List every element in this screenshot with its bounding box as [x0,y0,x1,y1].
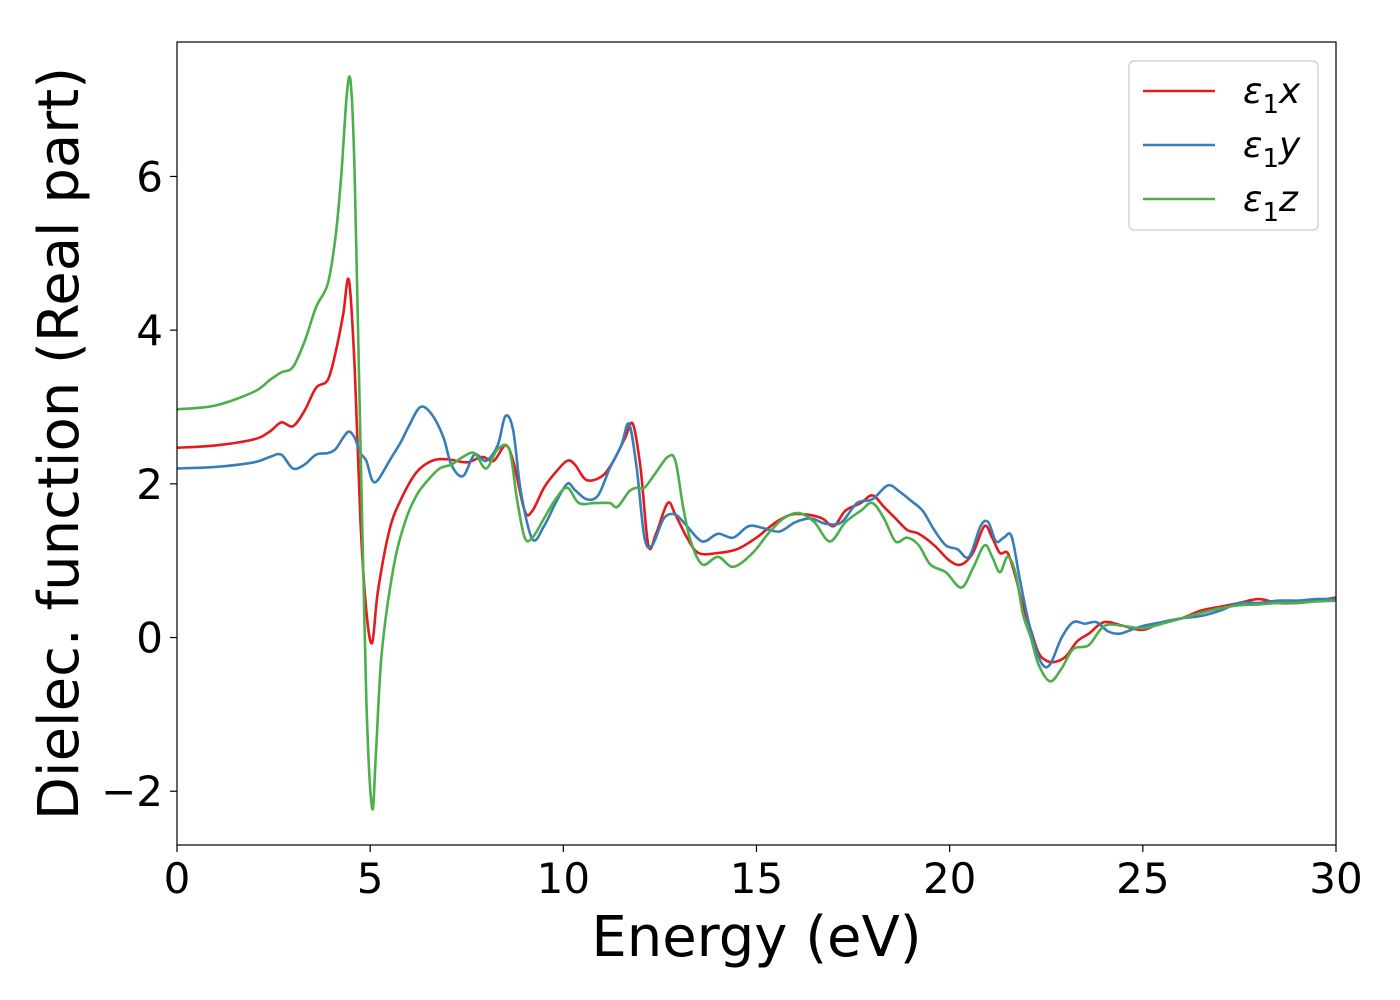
x-tick-label: 15 [730,854,783,903]
series-line-z [177,75,1336,811]
legend: ε1x ε1y ε1z [1128,60,1319,231]
x-tick-label: 10 [537,854,590,903]
x-tick-label: 30 [1309,854,1362,903]
x-tick-label: 20 [923,854,976,903]
y-tick-label: 2 [136,460,163,509]
y-tick-label: −2 [101,767,163,816]
x-tick-label: 5 [357,854,384,903]
x-axis-title: Energy (eV) [591,905,921,970]
y-tick-label: 6 [136,152,163,201]
legend-label-z: ε1z [1243,179,1299,228]
legend-box [1128,60,1319,231]
x-tick-label: 25 [1116,854,1169,903]
legend-label-x: ε1x [1243,71,1301,120]
x-tick-label: 0 [164,854,191,903]
y-axis-title: Dielec. function (Real part) [27,67,92,820]
y-tick-label: 0 [136,614,163,663]
y-tick-label: 4 [136,306,163,355]
series-layer [177,75,1336,811]
legend-label-y: ε1y [1243,125,1301,174]
series-line-x [177,277,1336,664]
series-line-y [177,405,1336,669]
